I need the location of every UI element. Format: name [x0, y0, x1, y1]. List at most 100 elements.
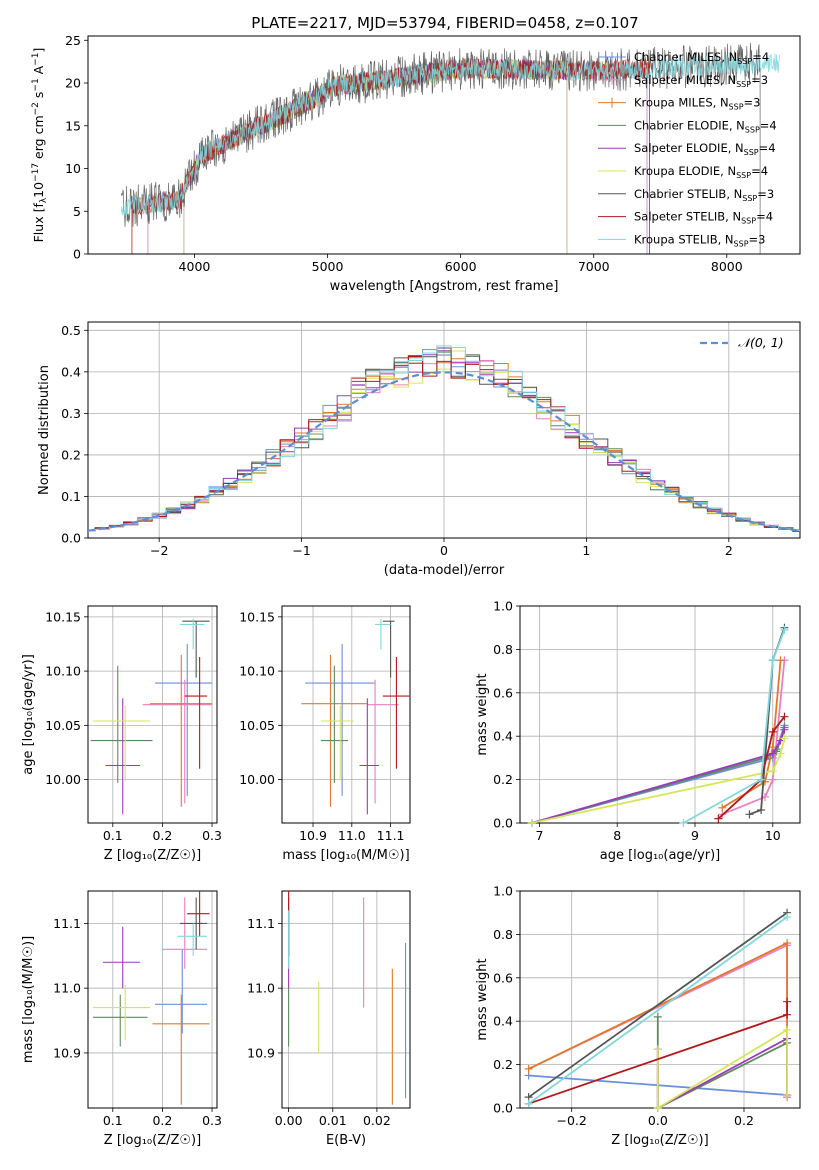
y-tick-label: 0.0: [493, 1101, 513, 1116]
weight-series: [656, 1037, 788, 1110]
weight-series: [717, 716, 786, 820]
x-tick-label: 0.1: [103, 1113, 123, 1128]
x-axis-label: Z [log₁₀(Z/Z☉)]: [104, 848, 201, 863]
y-axis-label: Flux [fλ10−17 erg cm−2 s−1 A−1]: [31, 48, 49, 243]
y-tick-label: 0.1: [61, 489, 81, 504]
weight-marker: [783, 939, 792, 948]
weight-marker: [527, 819, 536, 827]
legend-label: Chabrier MILES, NSSP=4: [634, 50, 769, 66]
y-tick-label: 0.5: [61, 323, 81, 338]
axes-frame: [519, 605, 801, 824]
y-tick-label: 0.8: [493, 927, 513, 942]
x-tick-label: 0.2: [152, 1113, 172, 1128]
chart-spectrum: 4000 5000 6000 7000 8000 0 5 10 15 20 25 wavelength…: [31, 33, 801, 294]
weight-marker: [768, 749, 777, 758]
weight-marker: [524, 1064, 533, 1073]
x-tick-label: 0.01: [319, 1113, 347, 1128]
axes-frame: [281, 890, 411, 1109]
weight-marker: [783, 1025, 792, 1034]
figure-title: PLATE=2217, MJD=53794, FIBERID=0458, z=0…: [251, 14, 638, 32]
x-tick-label: 0.3: [202, 828, 222, 843]
axes-frame: [87, 605, 218, 824]
chart-mass-vs-Z: 0.1 0.2 0.3 10.9 11.0 11.1 Z [log₁₀(Z/Z☉)] mass…: [21, 890, 222, 1148]
x-tick-label: 10.9: [299, 828, 327, 843]
y-tick-label: 10.10: [45, 664, 81, 679]
x-tick-label: 5000: [312, 259, 344, 274]
weight-series: [682, 629, 786, 824]
x-tick-label: −1: [292, 543, 310, 558]
y-tick-label: 0.4: [493, 729, 513, 744]
y-tick-label: 0.0: [61, 531, 81, 546]
x-tick-label: 6000: [445, 259, 477, 274]
histogram-series: [88, 350, 800, 532]
y-tick-label: 0.8: [493, 642, 513, 657]
legend-label: Salpeter MILES, NSSP=3: [634, 73, 768, 89]
x-tick-label: 0: [440, 543, 448, 558]
chart-mass-weight-vs-Z: −0.2 0.0 0.2 0.0 0.2 0.4 0.6 0.8 1.0 Z [log₁₀(Z/Z…: [475, 884, 801, 1148]
legend-label: Salpeter STELIB, NSSP=4: [634, 210, 773, 226]
weight-series: [721, 660, 786, 816]
spectrum-lines: [120, 42, 781, 254]
weight-series: [528, 911, 788, 1098]
x-tick-label: 10: [765, 828, 781, 843]
y-tick-label: 0.6: [493, 685, 513, 700]
errorbar-points: [92, 891, 210, 1105]
errorbar-points: [288, 891, 407, 1105]
weight-marker: [745, 810, 754, 819]
y-tick-label: 10.00: [45, 772, 81, 787]
x-tick-label: 0.0: [648, 1113, 668, 1128]
x-axis-label: E(B-V): [326, 1133, 366, 1148]
x-tick-label: 9: [691, 828, 699, 843]
y-tick-label: 10.9: [247, 1045, 275, 1060]
legend-label: Chabrier STELIB, NSSP=3: [634, 187, 774, 203]
weight-marker: [776, 749, 785, 758]
weight-marker: [524, 1099, 533, 1108]
weight-marker: [653, 1104, 662, 1112]
y-tick-label: 0.2: [493, 1057, 513, 1072]
y-axis-label: age [log₁₀(age/yr)]: [21, 654, 36, 775]
y-tick-label: 0.4: [493, 1014, 513, 1029]
weight-marker: [783, 913, 792, 922]
histogram-series: [88, 358, 800, 532]
weight-series: [528, 916, 788, 1105]
x-tick-label: 8000: [711, 259, 743, 274]
x-tick-label: −0.2: [557, 1113, 587, 1128]
y-tick-label: 1.0: [493, 599, 513, 614]
weight-marker: [768, 766, 777, 775]
chart-age-vs-Z: 0.1 0.2 0.3 10.00 10.05 10.10 10.15 Z [log₁₀(Z/…: [21, 605, 222, 863]
y-tick-label: 0: [73, 247, 81, 262]
chart-age-vs-mass: 10.9 11.0 11.1 10.00 10.05 10.10 10.15 mass [lo…: [239, 605, 411, 863]
weight-marker: [780, 725, 789, 734]
legend-label: Kroupa MILES, NSSP=3: [634, 96, 760, 112]
y-tick-label: 0.2: [493, 772, 513, 787]
y-axis-label: mass [log₁₀(M/M☉)]: [21, 936, 36, 1063]
y-tick-label: 1.0: [493, 884, 513, 899]
x-axis-label: Z [log₁₀(Z/Z☉)]: [104, 1133, 201, 1148]
x-tick-label: 7000: [578, 259, 610, 274]
y-tick-label: 10.10: [239, 664, 275, 679]
weight-series: [531, 738, 786, 824]
weight-marker: [718, 803, 727, 812]
legend-label: Kroupa ELODIE, NSSP=4: [634, 164, 768, 180]
x-tick-label: −2: [150, 543, 168, 558]
y-axis-label: mass weight: [475, 673, 490, 755]
weight-marker: [783, 1010, 792, 1019]
y-tick-label: 10.15: [45, 609, 81, 624]
y-tick-label: 0.2: [61, 447, 81, 462]
y-axis-label: mass weight: [475, 958, 490, 1040]
x-tick-label: 11.1: [377, 828, 405, 843]
weight-marker: [679, 819, 688, 827]
x-tick-label: 0.3: [202, 1113, 222, 1128]
weight-series: [531, 729, 786, 824]
chart-residuals: −2 −1 0 1 2 0.0 0.1 0.2 0.3 0.4 0.5 (data-model)/er…: [37, 321, 801, 578]
legend-label: Kroupa STELIB, NSSP=3: [634, 232, 765, 248]
x-axis-label: wavelength [Angstrom, rest frame]: [330, 279, 559, 294]
y-tick-label: 25: [65, 33, 81, 48]
errorbar-points: [90, 619, 213, 815]
axes-frame: [87, 35, 801, 255]
x-tick-label: 8: [613, 828, 621, 843]
chart-mass-vs-EBV: 0.00 0.01 0.02 10.9 11.0 11.1 E(B-V): [247, 890, 411, 1148]
weight-marker: [776, 656, 785, 665]
x-tick-label: 0.2: [152, 828, 172, 843]
weight-marker: [783, 997, 792, 1006]
